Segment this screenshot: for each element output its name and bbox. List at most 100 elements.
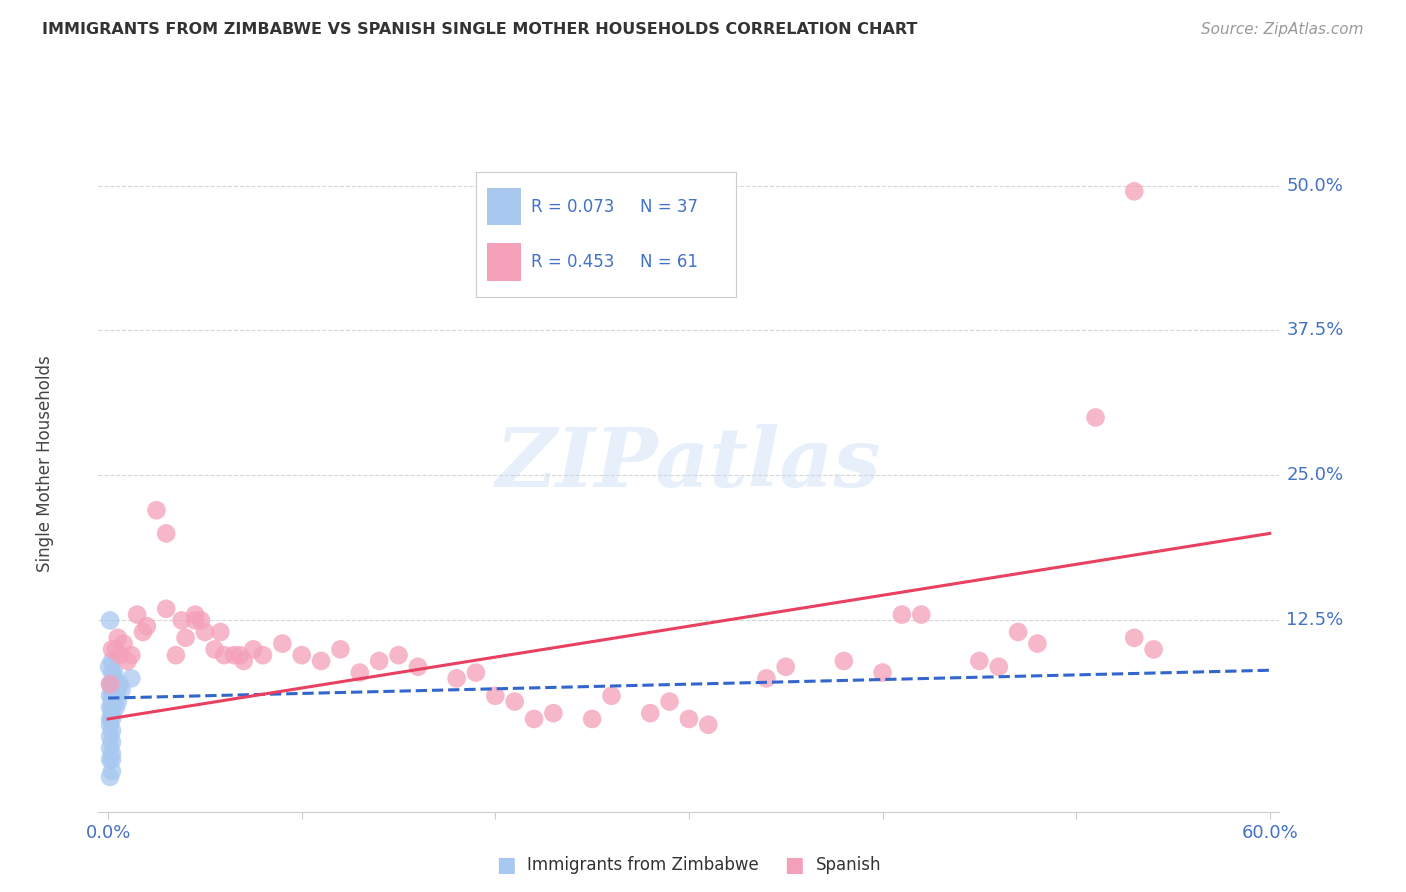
Point [832,654,855,668]
Point [174,631,197,645]
Bar [486,188,520,226]
Point [120,648,142,662]
Point [184,614,207,628]
Point [98,730,121,744]
Point [104,642,127,657]
Point [104,700,127,714]
Text: Single Mother Households: Single Mother Households [37,356,55,572]
Point [1123,185,1146,199]
Text: ZIPatlas: ZIPatlas [496,424,882,504]
Point [194,624,217,639]
Point [309,654,332,668]
Point [101,747,124,761]
Point [872,665,894,680]
Point [155,602,177,616]
Point [678,712,700,726]
Point [101,712,124,726]
Point [484,689,506,703]
Point [1084,410,1107,425]
Text: N = 37: N = 37 [640,198,697,216]
Point [1007,624,1029,639]
Point [658,694,681,708]
Point [103,671,125,685]
Point [103,665,125,680]
Point [101,677,124,691]
Point [465,665,488,680]
Point [98,740,121,755]
Text: 37.5%: 37.5% [1286,321,1344,340]
Point [101,654,124,668]
Point [638,706,661,721]
Point [271,637,294,651]
Point [104,677,127,691]
Point [98,677,121,691]
Point [446,671,468,685]
Point [101,764,124,778]
Point [190,614,212,628]
Point [1026,637,1049,651]
Point [101,723,124,738]
Point [697,717,720,731]
Point [101,700,124,714]
Point [101,735,124,749]
Point [98,689,121,703]
Point [98,700,121,714]
Point [112,637,135,651]
Point [127,607,149,622]
Text: ■: ■ [785,855,804,875]
Point [117,654,139,668]
Point [98,614,121,628]
Point [503,694,526,708]
Point [987,660,1010,674]
Text: N = 61: N = 61 [640,252,697,271]
Point [101,753,124,767]
Point [543,706,565,721]
Point [145,503,167,517]
Point [155,526,177,541]
Text: 50.0%: 50.0% [1286,177,1343,194]
Text: IMMIGRANTS FROM ZIMBABWE VS SPANISH SINGLE MOTHER HOUSEHOLDS CORRELATION CHART: IMMIGRANTS FROM ZIMBABWE VS SPANISH SING… [42,22,918,37]
Point [242,642,264,657]
Point [104,689,127,703]
Point [581,712,603,726]
Point [98,712,121,726]
Point [910,607,932,622]
Point [98,753,121,767]
Point [291,648,314,662]
Point [111,683,134,698]
Point [600,689,623,703]
Point [387,648,409,662]
Point [214,648,236,662]
Point [101,665,124,680]
Text: ■: ■ [496,855,516,875]
Point [135,619,157,633]
Point [103,683,125,698]
Point [108,648,131,662]
Point [232,654,254,668]
Point [107,683,129,698]
Point [349,665,371,680]
Point [329,642,352,657]
Point [170,614,193,628]
Point [101,642,124,657]
Point [222,648,245,662]
Point [184,607,207,622]
Point [1142,642,1164,657]
Point [209,624,232,639]
Point [120,671,142,685]
Point [107,631,129,645]
Point [252,648,274,662]
Point [108,677,131,691]
Point [406,660,429,674]
Point [755,671,778,685]
Point [523,712,546,726]
Point [229,648,252,662]
Point [101,689,124,703]
Point [1123,631,1146,645]
Text: Spanish: Spanish [815,856,882,874]
Point [368,654,391,668]
Point [101,706,124,721]
Point [101,683,124,698]
Text: 12.5%: 12.5% [1286,611,1344,630]
Point [204,642,226,657]
